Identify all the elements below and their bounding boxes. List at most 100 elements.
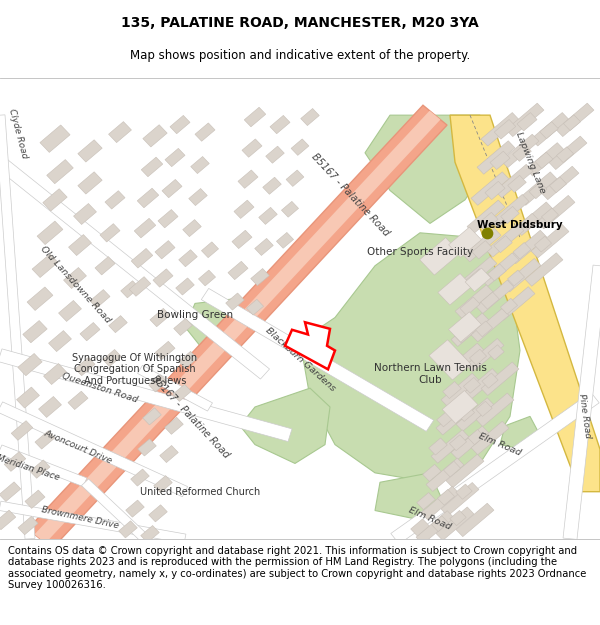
Bar [199, 270, 215, 286]
Bar [556, 147, 574, 162]
Bar [488, 345, 504, 360]
Bar [471, 172, 509, 205]
Bar [286, 170, 304, 186]
Bar [155, 241, 175, 259]
Bar [150, 308, 170, 327]
Bar [486, 224, 524, 257]
Bar [456, 503, 494, 537]
Bar [259, 208, 277, 224]
Bar [508, 270, 524, 286]
Bar [134, 218, 156, 238]
Polygon shape [0, 115, 35, 539]
Bar [195, 123, 215, 141]
Bar [442, 391, 478, 423]
Bar [416, 511, 454, 544]
Bar [456, 484, 472, 499]
Polygon shape [137, 365, 212, 411]
Polygon shape [0, 445, 87, 487]
Bar [426, 458, 464, 491]
Bar [74, 204, 97, 224]
Bar [44, 364, 67, 384]
Bar [468, 429, 484, 444]
Polygon shape [35, 111, 440, 543]
Bar [449, 312, 481, 342]
Bar [500, 298, 518, 314]
Bar [463, 228, 501, 262]
Bar [471, 308, 509, 342]
Bar [443, 381, 461, 399]
Point [482, 228, 492, 238]
Bar [137, 188, 159, 208]
Bar [179, 250, 197, 267]
Bar [0, 510, 16, 530]
Polygon shape [0, 349, 292, 441]
Bar [78, 140, 102, 162]
Bar [281, 201, 299, 217]
Bar [526, 142, 564, 176]
Bar [25, 490, 45, 508]
Bar [451, 426, 489, 459]
Bar [165, 148, 185, 167]
Text: Northern Lawn Tennis
Club: Northern Lawn Tennis Club [374, 363, 487, 385]
Text: B5167 - Palatine Road: B5167 - Palatine Road [309, 152, 391, 238]
Bar [32, 254, 58, 278]
Bar [472, 241, 492, 259]
Bar [143, 408, 161, 425]
Bar [37, 221, 63, 244]
Bar [461, 369, 499, 402]
Bar [103, 349, 121, 366]
Bar [423, 464, 441, 481]
Bar [449, 353, 467, 371]
Polygon shape [28, 105, 447, 549]
Bar [515, 202, 553, 236]
Text: Old Lansdowne Road: Old Lansdowne Road [38, 244, 112, 325]
Bar [491, 194, 529, 228]
Polygon shape [450, 115, 600, 492]
Polygon shape [391, 392, 599, 544]
Text: Brownmere Drive: Brownmere Drive [40, 506, 119, 531]
Bar [242, 139, 262, 158]
Bar [131, 469, 149, 486]
Bar [485, 181, 505, 199]
Bar [476, 401, 492, 416]
Bar [495, 164, 533, 198]
Polygon shape [240, 388, 330, 464]
Polygon shape [375, 473, 445, 520]
Polygon shape [500, 416, 540, 449]
Bar [446, 454, 484, 488]
Bar [549, 136, 587, 169]
Bar [482, 373, 498, 388]
Polygon shape [558, 388, 590, 416]
Bar [49, 331, 71, 352]
Bar [138, 439, 156, 456]
Bar [441, 373, 479, 407]
Bar [431, 430, 469, 463]
Bar [174, 318, 192, 336]
Bar [291, 139, 309, 156]
Bar [162, 179, 182, 198]
Polygon shape [563, 265, 600, 539]
Text: Pine Road: Pine Road [577, 394, 593, 439]
Text: Elm Road: Elm Road [478, 432, 523, 457]
Bar [232, 230, 252, 249]
Bar [126, 500, 144, 517]
Bar [531, 224, 569, 258]
Bar [457, 406, 475, 421]
Bar [519, 172, 557, 205]
Bar [301, 109, 319, 126]
Polygon shape [365, 115, 490, 223]
Bar [105, 191, 125, 209]
Bar [247, 299, 263, 315]
Text: Elm Road: Elm Road [407, 505, 452, 531]
Bar [537, 196, 575, 229]
Bar [23, 321, 47, 342]
Bar [109, 316, 127, 332]
Bar [173, 384, 191, 401]
Bar [466, 339, 504, 372]
Bar [529, 182, 547, 199]
Bar [121, 281, 139, 298]
Bar [476, 280, 514, 314]
Bar [411, 519, 429, 536]
Polygon shape [0, 501, 186, 543]
Bar [449, 435, 467, 451]
